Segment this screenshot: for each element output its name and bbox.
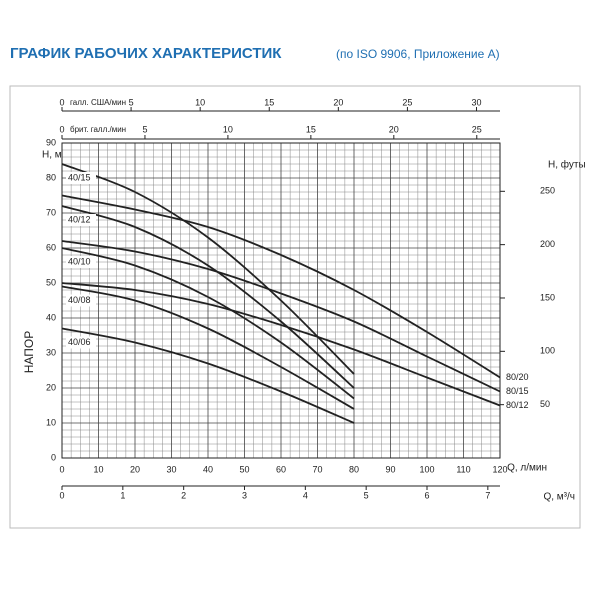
axis-tick-label: 20 bbox=[333, 97, 343, 107]
series-label: 80/12 bbox=[506, 400, 529, 410]
curve bbox=[61, 205, 355, 389]
label-bg bbox=[66, 172, 96, 184]
curve bbox=[61, 247, 355, 400]
y-axis-label: НАПОР bbox=[22, 331, 36, 374]
label-bg bbox=[66, 214, 96, 226]
curve bbox=[61, 194, 501, 379]
axis-tick-label: 5 bbox=[364, 490, 369, 500]
axis-tick-label: 15 bbox=[306, 124, 316, 134]
x-axis-label: Q, л/мин bbox=[507, 463, 547, 474]
x-tick-label: 120 bbox=[492, 464, 507, 474]
axis-tick-label: 10 bbox=[223, 124, 233, 134]
x-tick-label: 90 bbox=[385, 464, 395, 474]
x-tick-label: 0 bbox=[59, 464, 64, 474]
x-tick-label: 20 bbox=[130, 464, 140, 474]
series-label: 40/10 bbox=[68, 256, 91, 266]
plot-border bbox=[61, 142, 501, 459]
axis-tick-label: 6 bbox=[424, 490, 429, 500]
axis-tick-label: 2 bbox=[181, 490, 186, 500]
frame bbox=[9, 85, 581, 529]
axis-tick-label: 30 bbox=[472, 97, 482, 107]
y-tick-label: 10 bbox=[46, 417, 56, 427]
x-tick-label: 60 bbox=[276, 464, 286, 474]
x-tick-label: 50 bbox=[239, 464, 249, 474]
axis-tick-label: 0 bbox=[59, 124, 64, 134]
series-label: 80/15 bbox=[506, 386, 529, 396]
label-bg bbox=[66, 294, 96, 307]
chart-subtitle: (по ISO 9906, Приложение А) bbox=[336, 47, 500, 61]
chart-title: ГРАФИК РАБОЧИХ ХАРАКТЕРИСТИК bbox=[10, 45, 282, 62]
axis-tick-label: 5 bbox=[129, 97, 134, 107]
axis-tick-label: 4 bbox=[303, 490, 308, 500]
y-tick-label: 30 bbox=[46, 347, 56, 357]
y-tick-label: 90 bbox=[46, 137, 56, 147]
x-tick-label: 10 bbox=[93, 464, 103, 474]
y-tick-label: 60 bbox=[46, 242, 56, 252]
axis-tick-label: 20 bbox=[389, 124, 399, 134]
axis-tick-label: 25 bbox=[402, 97, 412, 107]
series-label: 80/20 bbox=[506, 372, 529, 382]
curve bbox=[61, 327, 355, 424]
y-unit: H, м bbox=[42, 150, 62, 161]
axis-label: галл. США/мин bbox=[70, 98, 126, 107]
x-tick-label: 30 bbox=[166, 464, 176, 474]
axis-tick-label: 5 bbox=[142, 124, 147, 134]
curve bbox=[61, 282, 501, 407]
y2-unit: H, футы bbox=[548, 159, 586, 171]
series-label: 40/15 bbox=[68, 172, 91, 182]
axis-tick-label: 0 bbox=[59, 97, 64, 107]
x-tick-label: 80 bbox=[349, 464, 359, 474]
axis-tick-label: 1 bbox=[120, 490, 125, 500]
series-label: 40/08 bbox=[68, 295, 91, 305]
y-tick-label: 20 bbox=[46, 382, 56, 392]
label-bg bbox=[504, 371, 532, 384]
curve bbox=[61, 240, 501, 393]
y-tick-label: 40 bbox=[46, 312, 56, 322]
y-tick-label: 70 bbox=[46, 207, 56, 217]
series-label: 40/06 bbox=[68, 337, 91, 347]
label-bg bbox=[66, 336, 96, 349]
y-tick-label: 0 bbox=[51, 452, 56, 462]
y2-tick-label: 50 bbox=[540, 399, 550, 409]
label-bg bbox=[504, 399, 532, 412]
axis-tick-label: 7 bbox=[485, 490, 490, 500]
curve bbox=[61, 285, 355, 410]
x2-axis-label: Q, м³/ч bbox=[543, 492, 575, 503]
y-tick-label: 80 bbox=[46, 172, 56, 182]
x-tick-label: 70 bbox=[312, 464, 322, 474]
y2-tick-label: 150 bbox=[540, 292, 555, 302]
axis-tick-label: 15 bbox=[264, 97, 274, 107]
label-bg bbox=[504, 385, 532, 398]
y2-tick-label: 200 bbox=[540, 239, 555, 249]
x-tick-label: 100 bbox=[419, 464, 434, 474]
y2-tick-label: 250 bbox=[540, 186, 555, 196]
x-tick-label: 40 bbox=[203, 464, 213, 474]
axis-tick-label: 10 bbox=[195, 97, 205, 107]
y-tick-label: 50 bbox=[46, 277, 56, 287]
axis-tick-label: 0 bbox=[59, 490, 64, 500]
x-tick-label: 110 bbox=[456, 464, 470, 474]
y2-tick-label: 100 bbox=[540, 346, 555, 356]
axis-tick-label: 25 bbox=[472, 124, 482, 134]
axis-tick-label: 3 bbox=[242, 490, 247, 500]
series-label: 40/12 bbox=[68, 214, 91, 224]
label-bg bbox=[66, 256, 96, 268]
curve bbox=[61, 163, 355, 375]
axis-label: брит. галл./мин bbox=[70, 125, 126, 134]
